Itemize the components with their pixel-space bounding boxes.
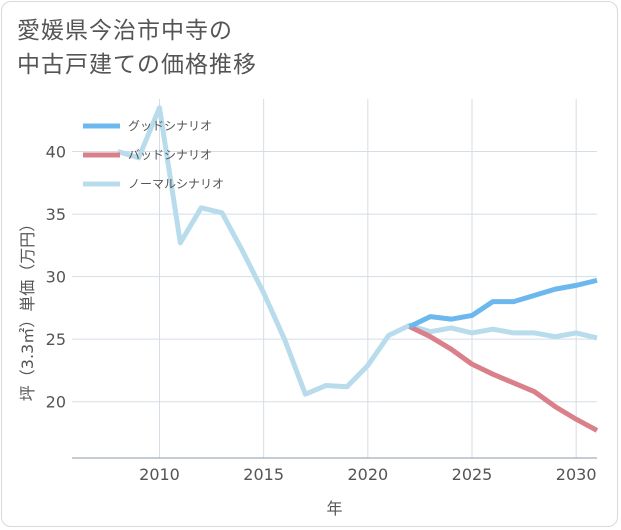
series-line-normal bbox=[117, 105, 598, 397]
x-axis-title: 年 bbox=[326, 499, 342, 518]
series-line-bad bbox=[408, 324, 599, 433]
series-lines bbox=[117, 105, 599, 433]
legend-item-bad[interactable]: バッドシナリオ bbox=[83, 148, 212, 162]
y-tick-labels: 20 25 30 35 40 bbox=[46, 143, 66, 412]
x-tick-label-2010: 2010 bbox=[139, 465, 180, 484]
legend-label-normal: ノーマルシナリオ bbox=[128, 177, 224, 191]
y-tick-label-30: 30 bbox=[46, 268, 66, 287]
legend-item-normal[interactable]: ノーマルシナリオ bbox=[83, 177, 224, 191]
series-line-good bbox=[408, 277, 598, 329]
chart-title-line-1: 愛媛県今治市中寺の bbox=[17, 18, 233, 44]
x-tick-label-2030: 2030 bbox=[556, 465, 597, 484]
chart-title-line-2: 中古戸建ての価格推移 bbox=[17, 52, 257, 78]
grid bbox=[72, 99, 597, 458]
x-tick-label-2015: 2015 bbox=[243, 465, 284, 484]
y-axis-title: 坪（3.3㎡）単価（万円） bbox=[18, 216, 37, 401]
x-tick-labels: 2010 2015 2020 2025 2030 bbox=[139, 465, 596, 484]
x-tick-label-2025: 2025 bbox=[452, 465, 493, 484]
legend-item-good[interactable]: グッドシナリオ bbox=[83, 119, 212, 133]
y-tick-label-35: 35 bbox=[46, 205, 66, 224]
y-tick-label-20: 20 bbox=[46, 393, 66, 412]
y-tick-label-40: 40 bbox=[46, 143, 66, 162]
chart-title: 愛媛県今治市中寺の 中古戸建ての価格推移 bbox=[17, 14, 257, 82]
legend-label-good: グッドシナリオ bbox=[128, 119, 212, 133]
y-tick-label-25: 25 bbox=[46, 330, 66, 349]
x-tick-label-2020: 2020 bbox=[347, 465, 388, 484]
legend-label-bad: バッドシナリオ bbox=[128, 148, 212, 162]
